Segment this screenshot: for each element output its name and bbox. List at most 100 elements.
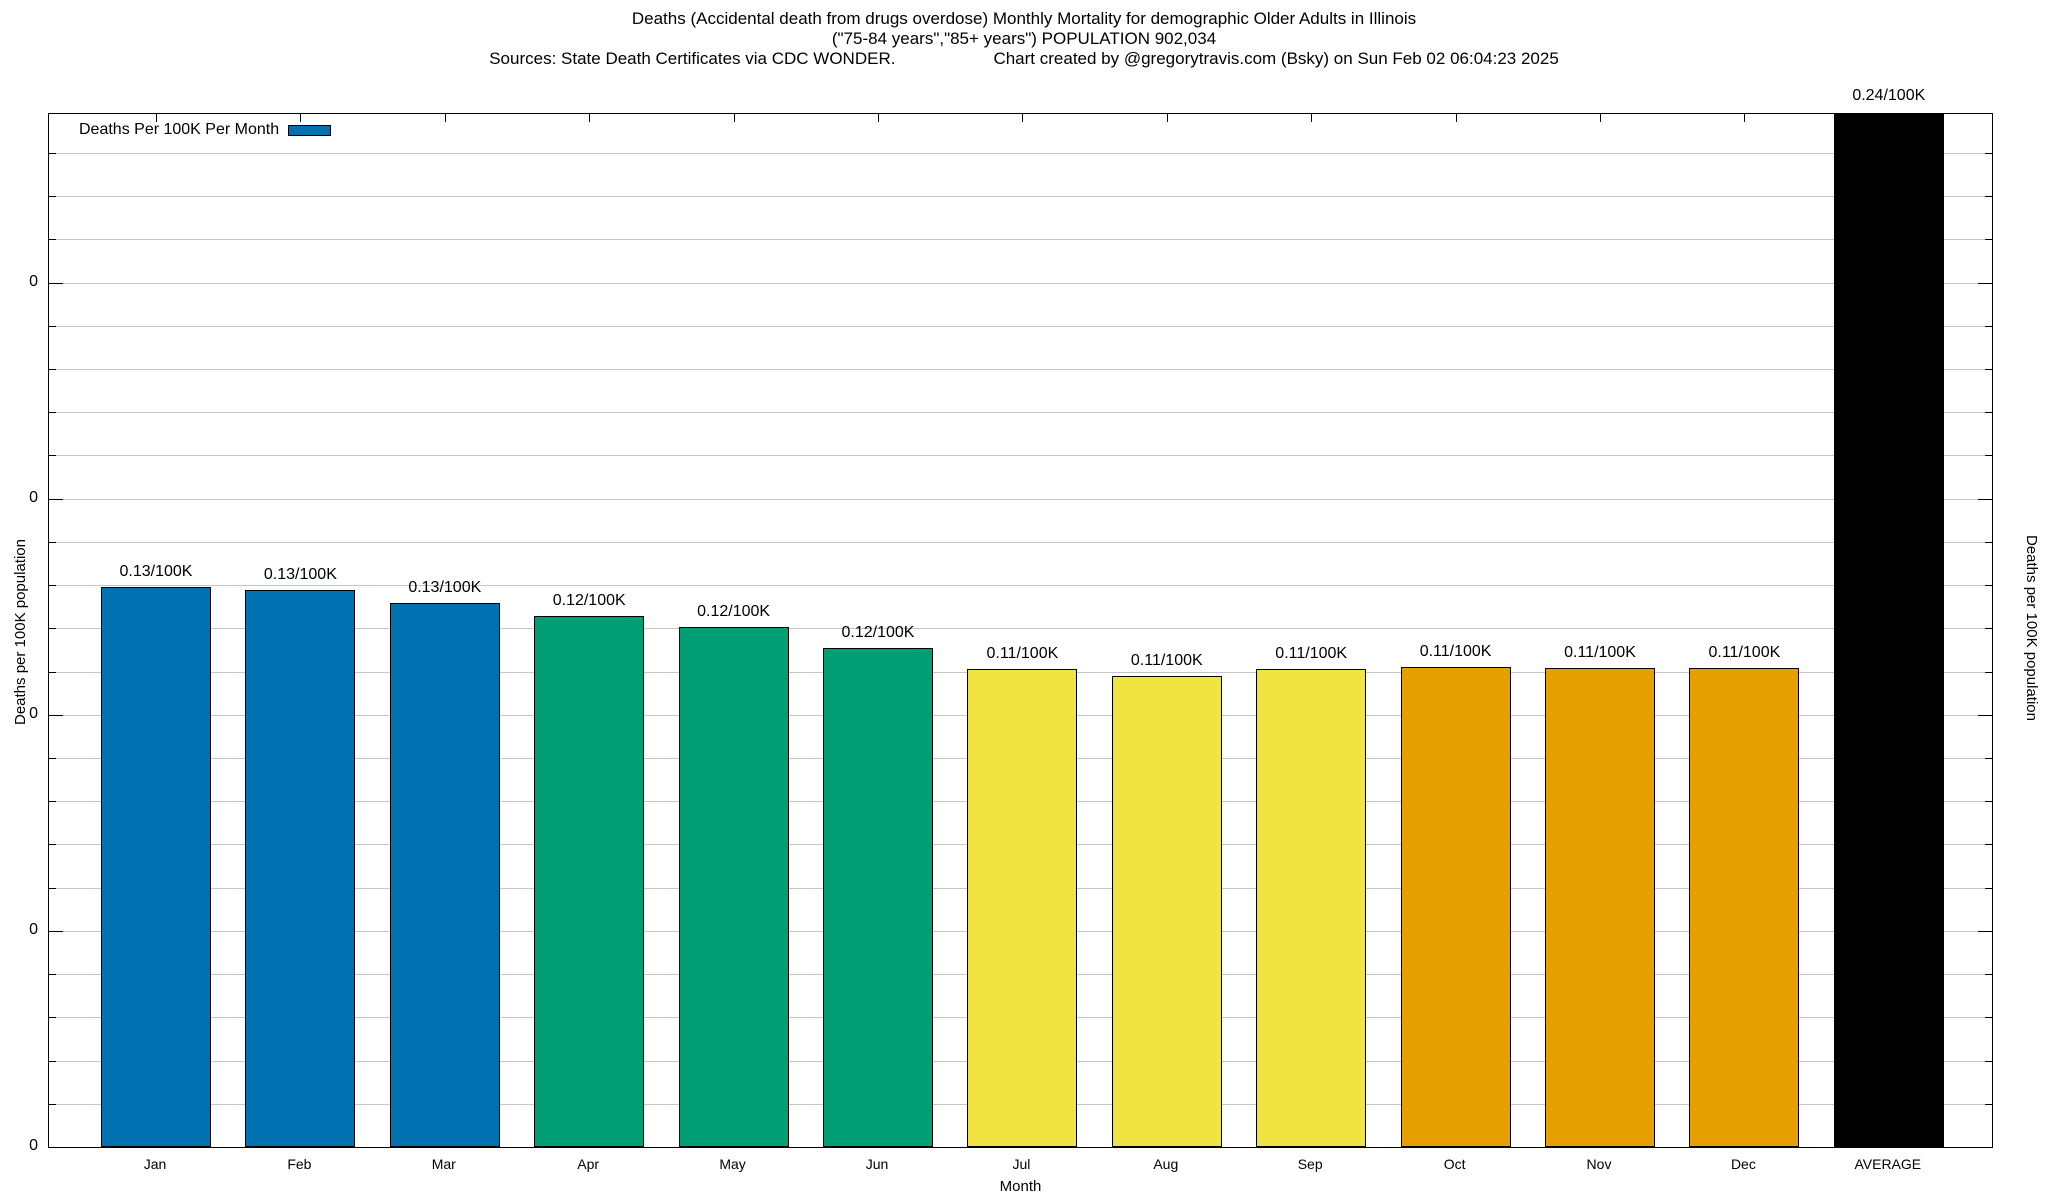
chart-title-line-2: ("75-84 years","85+ years") POPULATION 9… xyxy=(831,29,1217,48)
y-tick-label: 0 xyxy=(29,1137,38,1154)
y-tick-mark xyxy=(1985,196,1992,197)
x-tick-label-mar: Mar xyxy=(431,1156,456,1172)
x-tick-label-jun: Jun xyxy=(865,1156,889,1172)
gridline xyxy=(49,283,1992,284)
y-tick-mark xyxy=(49,931,63,932)
y-tick-mark xyxy=(1978,499,1992,500)
gridline xyxy=(49,542,1992,543)
y-tick-mark xyxy=(1985,1061,1992,1062)
y-tick-mark xyxy=(49,628,56,629)
bar-average xyxy=(1833,114,1944,1147)
y-tick-mark xyxy=(49,153,56,154)
y-tick-label: 0 xyxy=(29,488,38,506)
bar-feb xyxy=(245,590,356,1147)
bar-may xyxy=(678,627,789,1147)
y-tick-mark xyxy=(49,1061,56,1062)
y-tick-mark xyxy=(49,542,56,543)
x-tick-label-nov: Nov xyxy=(1586,1156,1612,1172)
x-top-tick-mark xyxy=(1022,114,1024,122)
bar-value-label: 0.13/100K xyxy=(119,563,193,580)
gridline xyxy=(49,628,1992,629)
y-tick-label: 0 xyxy=(29,272,38,290)
x-top-tick-mark xyxy=(1455,114,1457,122)
plot-layer: Deaths Per 100K Per Month 0.13/100K 0.13/… xyxy=(49,87,1992,1147)
x-tick-label-average: AVERAGE xyxy=(1854,1156,1922,1172)
gridline xyxy=(49,153,1992,154)
x-top-tick-mark xyxy=(1311,114,1313,122)
y-tick-mark xyxy=(49,1104,56,1105)
y-tick-mark xyxy=(1978,715,1992,716)
bar-value-label: 0.12/100K xyxy=(841,624,915,641)
bar-value-label: 0.24/100K xyxy=(1852,87,1926,104)
y-tick-mark xyxy=(1985,542,1992,543)
y-tick-mark xyxy=(49,455,56,456)
y-tick-mark xyxy=(49,715,63,716)
y-tick-mark xyxy=(49,758,56,759)
y-tick-mark xyxy=(49,283,63,284)
gridline xyxy=(49,369,1992,370)
x-tick-label-aug: Aug xyxy=(1153,1156,1179,1172)
y-axis-title-right: Deaths per 100K population xyxy=(2023,534,2040,721)
y-tick-mark xyxy=(49,801,56,802)
y-tick-mark xyxy=(49,974,56,975)
bar-value-label: 0.13/100K xyxy=(408,579,482,596)
y-tick-mark xyxy=(1985,455,1992,456)
gridline xyxy=(49,196,1992,197)
x-top-tick-mark xyxy=(156,114,157,122)
y-tick-mark xyxy=(1985,585,1992,586)
y-tick-mark xyxy=(1985,628,1992,629)
bar-sep xyxy=(1256,669,1367,1147)
y-tick-mark xyxy=(1978,283,1992,284)
x-top-tick-mark xyxy=(444,114,446,122)
x-tick-label-apr: Apr xyxy=(577,1156,600,1172)
gridline xyxy=(49,239,1992,240)
bar-dec xyxy=(1689,668,1800,1147)
y-tick-mark xyxy=(1985,974,1992,975)
x-top-tick-mark xyxy=(1888,114,1890,122)
y-tick-mark xyxy=(1985,888,1992,889)
x-tick-label-may: May xyxy=(719,1156,746,1172)
bar-jul xyxy=(967,669,1078,1147)
bar-nov xyxy=(1545,668,1655,1147)
y-tick-label: 0 xyxy=(29,704,38,722)
sources-text: Sources: State Death Certificates via CD… xyxy=(489,49,896,68)
legend-label: Deaths Per 100K Per Month xyxy=(79,121,280,138)
y-tick-label: 0 xyxy=(29,920,38,938)
y-tick-mark xyxy=(49,239,56,240)
y-tick-mark xyxy=(49,1017,56,1018)
bar-mar xyxy=(389,603,500,1147)
y-tick-mark xyxy=(1978,931,1992,932)
bar-apr xyxy=(534,616,645,1147)
y-tick-mark xyxy=(1985,1104,1992,1105)
y-tick-mark xyxy=(1985,153,1992,154)
gridline xyxy=(49,455,1992,456)
x-top-tick-mark xyxy=(300,114,302,122)
y-tick-mark xyxy=(49,844,56,845)
y-tick-mark xyxy=(49,499,63,500)
plot-area: Deaths Per 100K Per Month 0.13/100K 0.13/… xyxy=(48,87,1993,1148)
y-tick-mark xyxy=(1985,239,1992,240)
y-tick-mark xyxy=(1985,326,1992,327)
source-credit-row: Sources: State Death Certificates via CD… xyxy=(0,49,2048,69)
x-axis-title: Month xyxy=(999,1178,1042,1195)
y-tick-mark xyxy=(49,326,56,327)
chart-title-line-1: Deaths (Accidental death from drugs over… xyxy=(631,9,1417,28)
bar-value-label: 0.11/100K xyxy=(1275,645,1348,662)
bar-value-label: 0.12/100K xyxy=(552,592,626,609)
bar-value-label: 0.13/100K xyxy=(263,566,337,583)
y-tick-mark xyxy=(1985,1017,1992,1018)
y-tick-mark xyxy=(49,888,56,889)
gridline xyxy=(49,326,1992,327)
x-top-tick-mark xyxy=(1166,114,1168,122)
x-top-tick-mark xyxy=(589,114,591,122)
x-tick-label-sep: Sep xyxy=(1297,1156,1323,1172)
bar-jun xyxy=(823,648,933,1147)
y-tick-mark xyxy=(49,672,56,673)
x-tick-label-jul: Jul xyxy=(1012,1156,1031,1172)
bar-value-label: 0.12/100K xyxy=(697,603,771,620)
x-top-tick-mark xyxy=(733,114,735,122)
y-tick-mark xyxy=(1985,672,1992,673)
bar-value-label: 0.11/100K xyxy=(986,645,1059,662)
y-tick-mark xyxy=(1985,758,1992,759)
